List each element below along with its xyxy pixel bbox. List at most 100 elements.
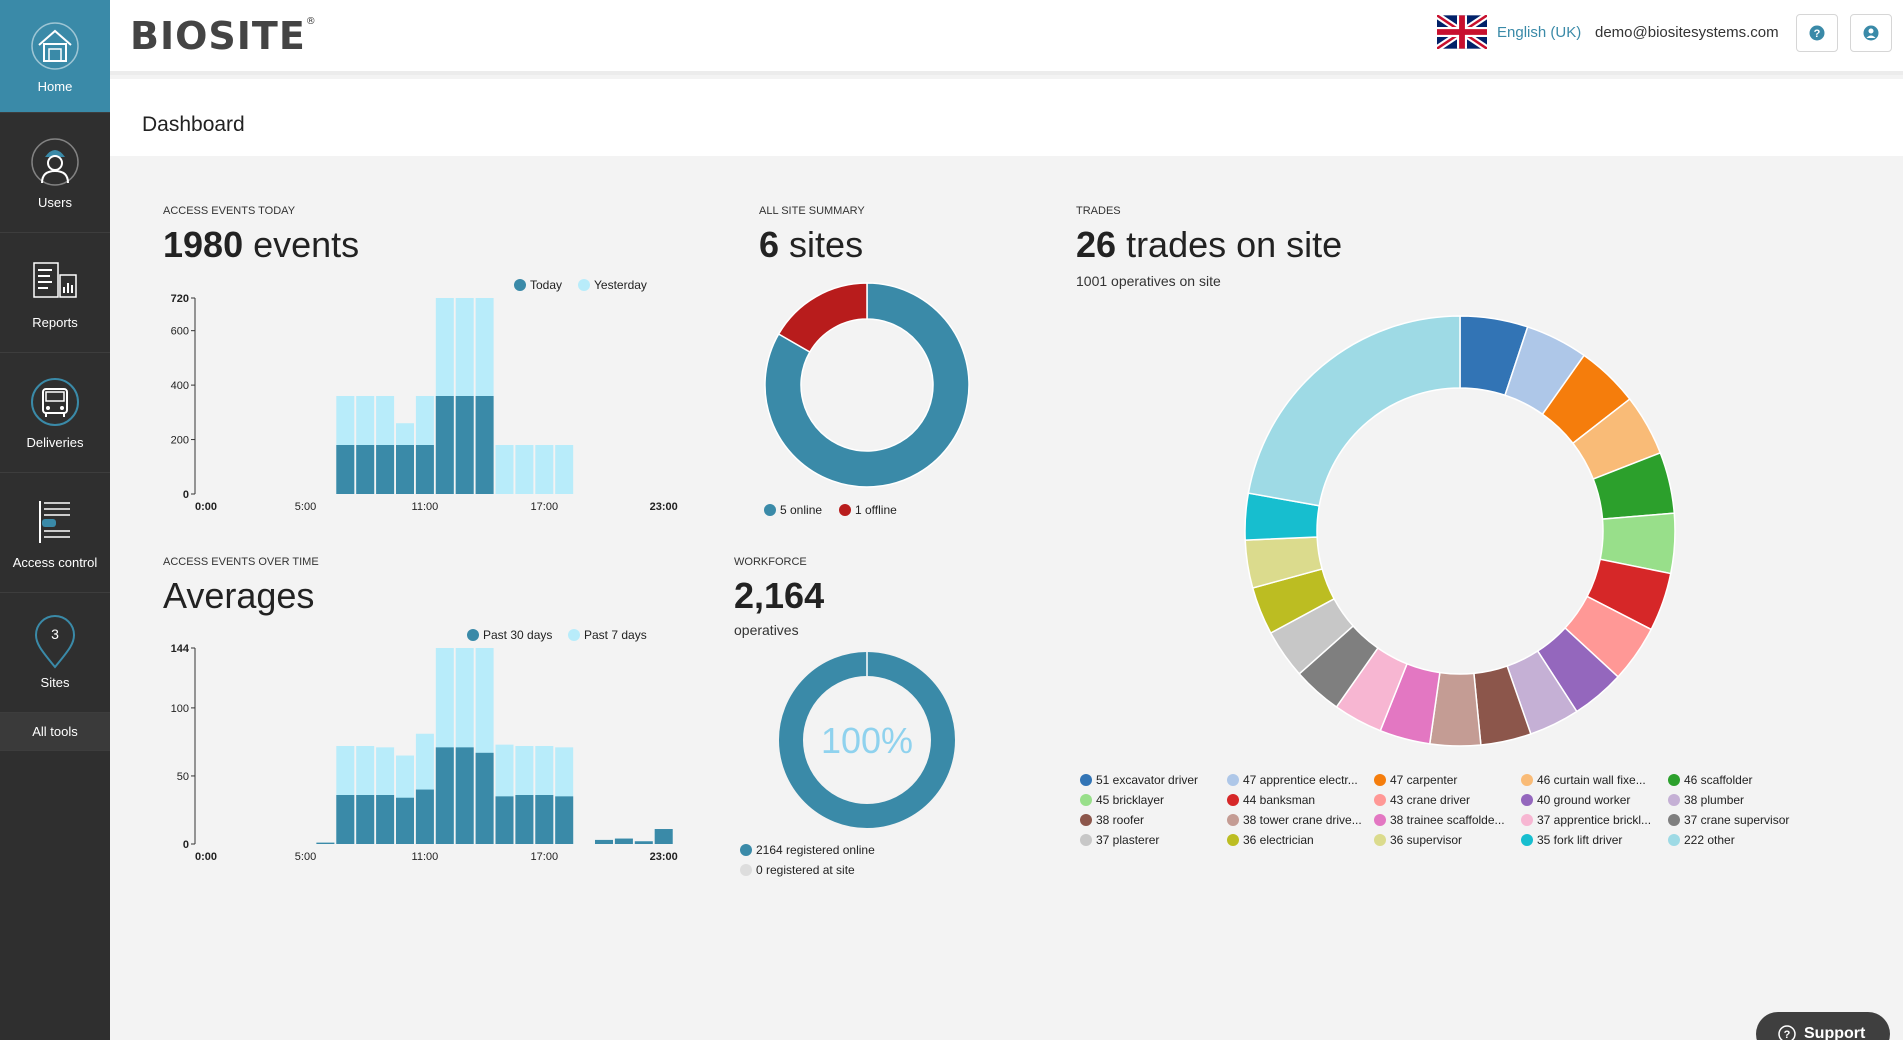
bar-past-30-days: [356, 795, 375, 844]
legend-dot: [1080, 794, 1092, 806]
account-button[interactable]: [1850, 14, 1892, 52]
x-tick-label: 11:00: [412, 501, 439, 513]
sidebar-item-label: Home: [37, 78, 73, 94]
access-today-chart: 720 600 400 200 0 0:00 5:00 11:00 17:00 23:00: [171, 293, 678, 513]
workforce-headline: 2,164: [734, 575, 825, 616]
y-tick-label: 720: [171, 293, 189, 305]
support-button[interactable]: ? Support: [1756, 1012, 1890, 1040]
language-selector[interactable]: English (UK): [1497, 24, 1582, 41]
page-title: Dashboard: [142, 113, 245, 136]
trade-legend-item: 37 apprentice brickl...: [1521, 813, 1651, 827]
legend-registered-at-site: 0 registered at site: [740, 863, 855, 877]
all-tools-link[interactable]: All tools: [0, 713, 110, 751]
access-over-time-chart: 144 100 50 0 0:00 5:00 11:00 17:00 23:00: [171, 643, 678, 863]
legend-dot: [740, 844, 752, 856]
legend-dot: [1668, 834, 1680, 846]
trade-legend-item: 47 carpenter: [1374, 773, 1457, 787]
trade-legend-label: 45 bricklayer: [1096, 793, 1165, 807]
legend-dot: [1374, 814, 1386, 826]
legend-dot: [1227, 814, 1239, 826]
trade-legend-item: 37 plasterer: [1080, 833, 1159, 847]
trade-legend-label: 36 electrician: [1243, 833, 1314, 847]
trade-legend-item: 38 roofer: [1080, 813, 1144, 827]
trade-legend-label: 222 other: [1684, 833, 1735, 847]
legend-dot: [1080, 774, 1092, 786]
sidebar-item-deliveries[interactable]: Deliveries: [0, 353, 110, 473]
y-tick-label: 100: [171, 703, 189, 715]
legend-dot: [1521, 794, 1533, 806]
trade-legend-item: 43 crane driver: [1374, 793, 1470, 807]
trade-legend-item: 38 trainee scaffolde...: [1374, 813, 1505, 827]
trade-legend-item: 40 ground worker: [1521, 793, 1630, 807]
trade-legend-label: 38 roofer: [1096, 813, 1145, 827]
bar-today: [356, 445, 375, 494]
x-tick-label: 5:00: [295, 501, 316, 513]
trade-legend-label: 37 plasterer: [1096, 833, 1160, 847]
trade-legend-label: 35 fork lift driver: [1537, 833, 1623, 847]
site-summary-donut: [764, 282, 970, 488]
legend-today: Today: [514, 278, 562, 292]
trade-legend-item: 36 electrician: [1227, 833, 1314, 847]
user-icon: [1863, 25, 1879, 41]
help-button[interactable]: ?: [1796, 14, 1838, 52]
y-tick-label: 144: [171, 643, 190, 655]
legend-dot: [1227, 794, 1239, 806]
svg-text:3: 3: [51, 626, 59, 642]
legend-dot: [1227, 834, 1239, 846]
uk-flag-icon[interactable]: [1437, 15, 1487, 49]
sidebar-item-label: Sites: [40, 675, 70, 690]
biosite-logo[interactable]: BIOSITE®: [130, 14, 317, 58]
legend-dot: [1521, 834, 1533, 846]
svg-text:?: ?: [1814, 28, 1821, 40]
x-tick-label: 11:00: [412, 851, 439, 863]
slice-222-other: [1247, 315, 1461, 507]
trade-legend-label: 47 apprentice electr...: [1243, 773, 1358, 787]
sidebar-item-users[interactable]: Users: [0, 113, 110, 233]
legend-dot: [1080, 814, 1092, 826]
trade-legend-label: 46 curtain wall fixe...: [1537, 773, 1646, 787]
legend-dot: [1374, 774, 1386, 786]
x-tick-label: 0:00: [195, 851, 217, 863]
bar-today: [475, 396, 494, 494]
sidebar-item-sites[interactable]: 3 Sites: [0, 593, 110, 713]
legend-dot: [568, 629, 580, 641]
trade-legend-label: 38 tower crane drive...: [1243, 813, 1362, 827]
bar-today: [376, 445, 395, 494]
bar-past-30-days: [435, 747, 454, 844]
legend-dot: [839, 504, 851, 516]
y-tick-label: 600: [171, 326, 189, 338]
trade-legend-label: 44 banksman: [1243, 793, 1316, 807]
legend-dot: [1080, 834, 1092, 846]
trades-operatives: 1001 operatives on site: [1076, 273, 1221, 289]
x-tick-label: 0:00: [195, 501, 217, 513]
bar-yesterday: [515, 445, 534, 494]
user-email[interactable]: demo@biositesystems.com: [1595, 24, 1779, 41]
x-tick-label: 23:00: [650, 851, 678, 863]
bar-yesterday: [555, 445, 574, 494]
slice-5-online: [764, 282, 970, 488]
access-today-label: ACCESS EVENTS TODAY: [163, 205, 296, 217]
bar-today: [415, 445, 434, 494]
sidebar-item-home[interactable]: Home: [0, 0, 110, 113]
legend-dot: [1374, 834, 1386, 846]
legend-dot: [467, 629, 479, 641]
report-icon: [28, 255, 82, 309]
bar-past-30-days: [415, 789, 434, 844]
bar-past-30-days: [654, 829, 673, 844]
trade-legend-label: 40 ground worker: [1537, 793, 1631, 807]
workforce-label: WORKFORCE: [734, 556, 807, 568]
sidebar-item-reports[interactable]: Reports: [0, 233, 110, 353]
legend-offline: 1 offline: [839, 503, 897, 517]
trade-legend-item: 38 plumber: [1668, 793, 1744, 807]
bar-today: [336, 445, 355, 494]
access-over-time-headline: Averages: [163, 575, 315, 616]
trade-legend-item: 37 crane supervisor: [1668, 813, 1789, 827]
sidebar: Home Users Reports Deliveries Access con…: [0, 0, 110, 1040]
trade-legend-item: 38 tower crane drive...: [1227, 813, 1362, 827]
house-icon: [28, 19, 82, 73]
bar-past-30-days: [515, 795, 534, 844]
legend-dot: [1521, 774, 1533, 786]
top-header: BIOSITE® English (UK) demo@biositesystem…: [110, 0, 1903, 75]
sidebar-item-access-control[interactable]: Access control: [0, 473, 110, 593]
trade-legend-label: 47 carpenter: [1390, 773, 1458, 787]
